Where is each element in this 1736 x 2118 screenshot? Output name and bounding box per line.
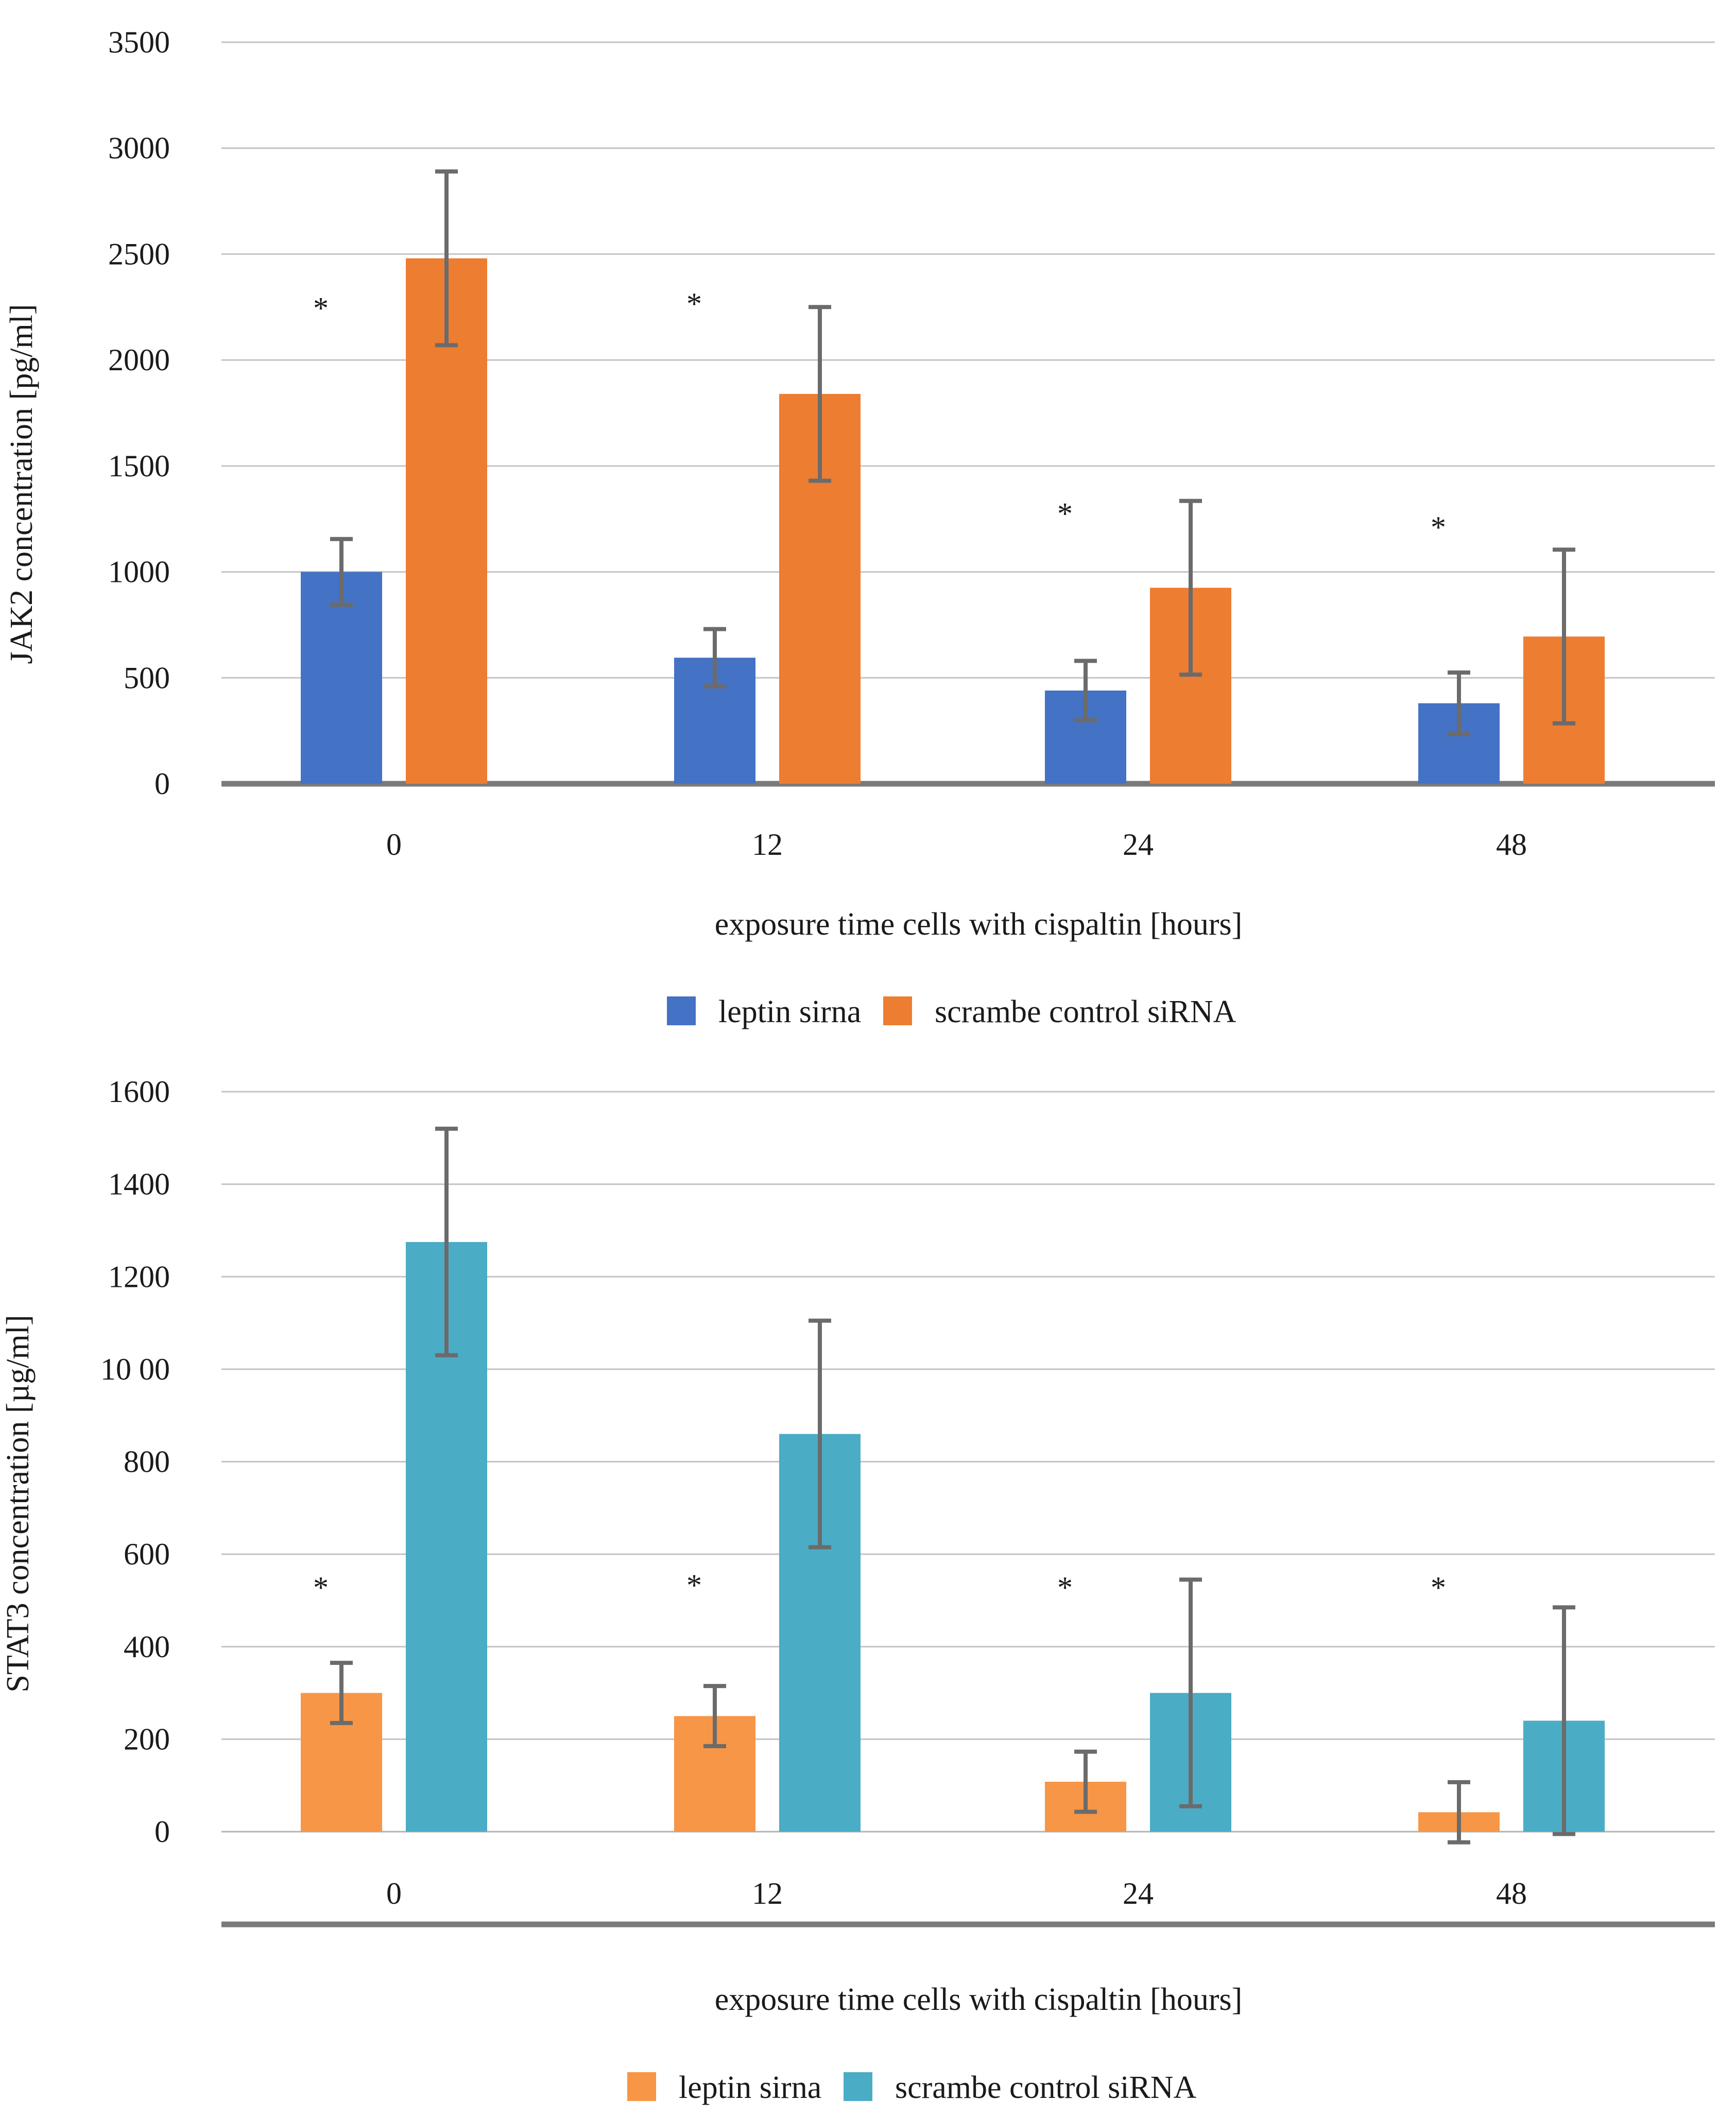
y-tick-label: 2500	[108, 237, 170, 271]
x-axis-title: exposure time cells with cispaltin [hour…	[715, 907, 1242, 942]
error-bar	[1553, 1605, 1575, 1836]
error-bar	[435, 169, 458, 348]
error-bar	[809, 1318, 831, 1549]
legend-swatch	[627, 2072, 656, 2101]
error-bar	[1074, 1749, 1097, 1814]
significance-marker: *	[313, 291, 329, 325]
y-tick-label: 200	[124, 1722, 170, 1756]
legend-label: leptin sirna	[679, 2070, 821, 2105]
error-bar	[1179, 498, 1202, 677]
significance-marker: *	[1057, 1571, 1073, 1605]
significance-marker: *	[686, 287, 702, 321]
error-bar	[435, 1126, 458, 1357]
y-tick-label: 1600	[108, 1075, 170, 1109]
legend-label: scrambe control siRNA	[935, 994, 1236, 1029]
y-tick-label: 600	[124, 1537, 170, 1571]
legend-label: leptin sirna	[718, 994, 861, 1029]
y-tick-label: 3500	[108, 25, 170, 59]
bar-leptin-sirna-0	[301, 572, 382, 784]
y-tick-label: 0	[154, 767, 170, 801]
x-axis-title: exposure time cells with cispaltin [hour…	[715, 1982, 1242, 2017]
y-tick-label: 1000	[108, 555, 170, 589]
x-tick-label: 0	[386, 1876, 402, 1910]
x-tick-label: 24	[1123, 1876, 1154, 1910]
error-bar	[703, 1684, 726, 1748]
chart-1: 0 500 1000 1500 2000 2500 3000 3500 * * * * 0 12 24 48 e…	[4, 25, 1715, 1029]
legend-swatch	[667, 996, 696, 1025]
y-tick-label: 0	[154, 1815, 170, 1849]
error-bar	[1553, 547, 1575, 726]
y-tick-label: 500	[124, 661, 170, 695]
y-tick-label: 3000	[108, 131, 170, 165]
x-tick-label: 0	[386, 828, 402, 862]
y-tick-label: 1500	[108, 449, 170, 483]
significance-marker: *	[1431, 510, 1446, 544]
significance-marker: *	[686, 1569, 702, 1603]
y-axis-title: STAT3 concentration [µg/ml]	[1, 1315, 36, 1692]
y-tick-label: 1200	[108, 1260, 170, 1294]
chart-2: 0 200 400 600 800 10 00 1200 1400 1600 * * * * 0 12 24 4…	[1, 1075, 1715, 2105]
error-bar	[1448, 670, 1470, 736]
error-bar	[330, 537, 353, 607]
x-tick-label: 12	[752, 1876, 783, 1910]
y-tick-label: 800	[124, 1445, 170, 1479]
significance-marker: *	[1431, 1571, 1446, 1605]
error-bar	[703, 627, 726, 688]
legend-swatch	[883, 996, 912, 1025]
x-tick-label: 24	[1123, 828, 1154, 862]
error-bar	[1074, 659, 1097, 722]
significance-marker: *	[1057, 496, 1073, 530]
error-bar	[330, 1661, 353, 1725]
error-bar	[809, 305, 831, 483]
error-bar	[1179, 1577, 1202, 1809]
x-tick-label: 48	[1496, 1876, 1527, 1910]
y-tick-label: 400	[124, 1630, 170, 1664]
error-bar	[1448, 1780, 1470, 1845]
y-axis-title: JAK2 concentration [pg/ml]	[4, 304, 39, 664]
significance-marker: *	[313, 1571, 329, 1605]
legend-label: scrambe control siRNA	[895, 2070, 1197, 2105]
y-tick-label: 2000	[108, 343, 170, 377]
x-tick-label: 12	[752, 828, 783, 862]
legend-swatch	[844, 2072, 872, 2101]
y-tick-label: 1400	[108, 1167, 170, 1201]
y-tick-label: 10 00	[100, 1352, 170, 1386]
x-tick-label: 48	[1496, 828, 1527, 862]
